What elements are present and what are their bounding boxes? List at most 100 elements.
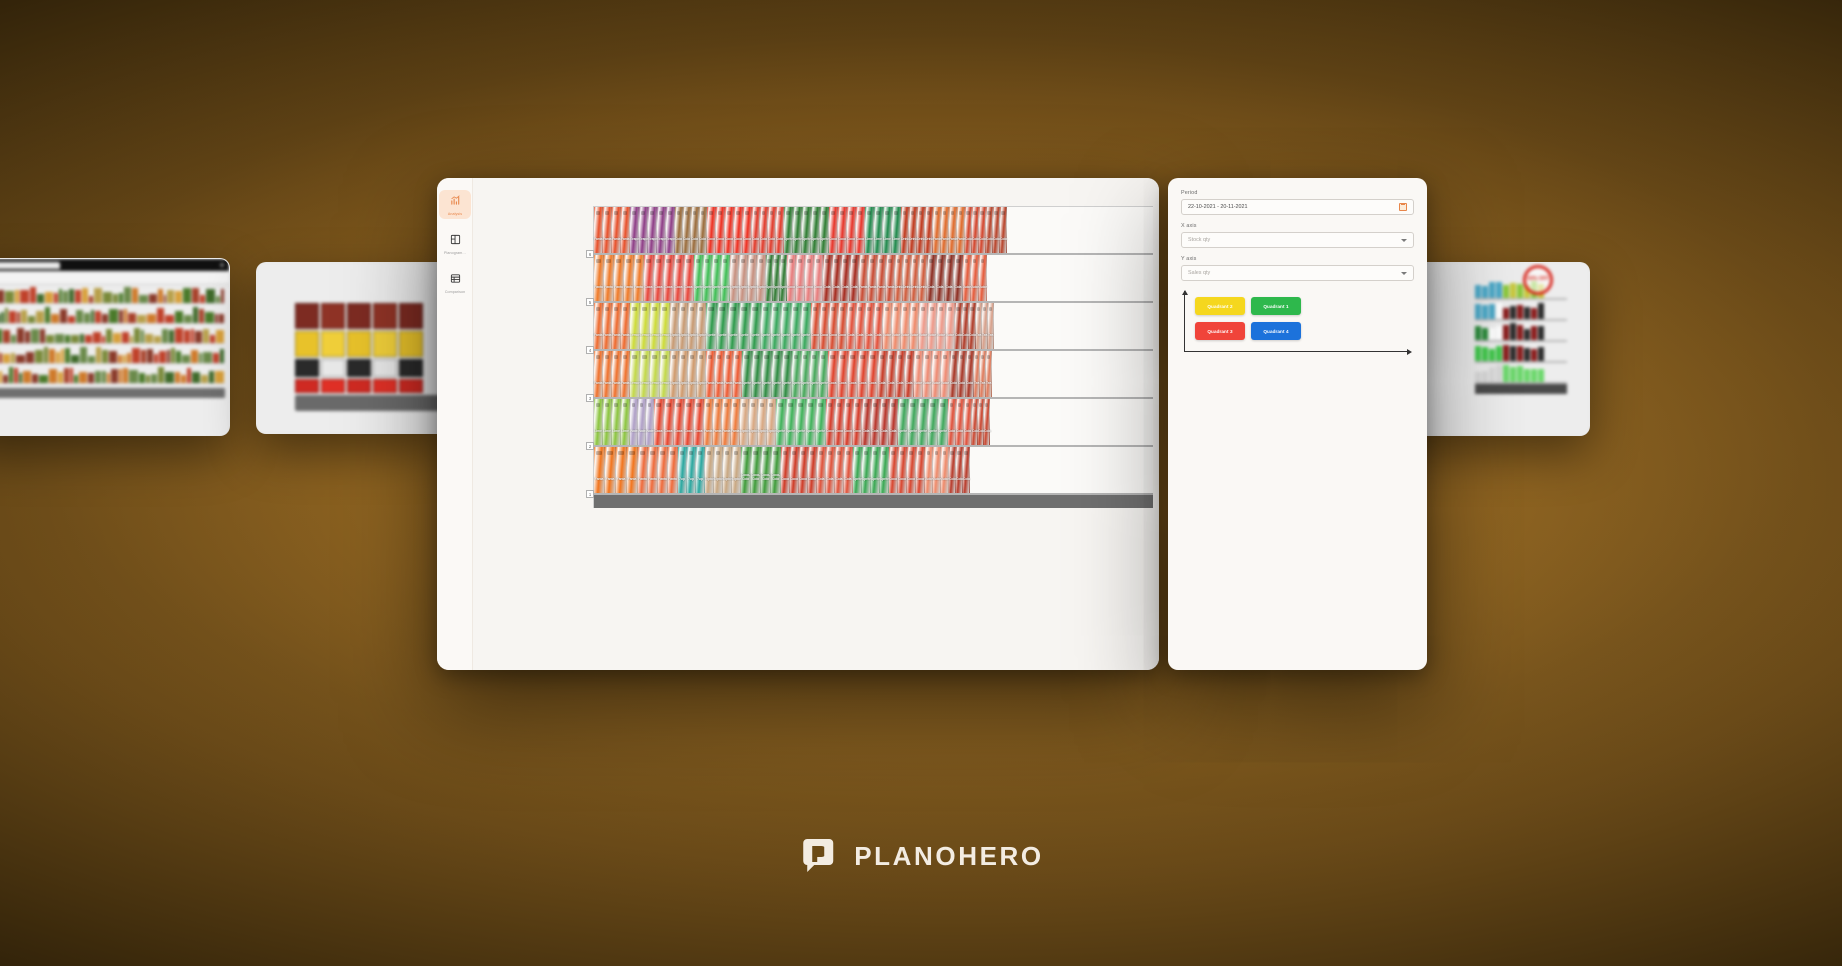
- facing-group[interactable]: Cola Cola Cola Cola: [862, 399, 898, 445]
- product-facing[interactable]: Coca: [858, 351, 868, 397]
- product-facing[interactable]: Drink: [917, 207, 925, 253]
- facing-group[interactable]: Juice Juice Juice: [925, 447, 949, 493]
- product-facing[interactable]: Coca: [828, 351, 838, 397]
- product-facing[interactable]: Sprite: [811, 207, 820, 253]
- product-facing[interactable]: Lipton: [740, 399, 749, 445]
- product-facing[interactable]: Cola: [776, 207, 784, 253]
- product-facing[interactable]: Grape: [648, 207, 657, 253]
- product-facing[interactable]: Coca: [796, 255, 805, 301]
- product-facing[interactable]: Lime: [621, 399, 630, 445]
- product-facing[interactable]: Sprite: [816, 399, 826, 445]
- product-facing[interactable]: Cola: [972, 207, 979, 253]
- product-facing[interactable]: Coca: [838, 207, 847, 253]
- facing-group[interactable]: Fanta Fanta Fanta Fanta: [594, 447, 638, 493]
- facing-group[interactable]: Sprite Sprite Sprite Sprite Sprite: [761, 303, 811, 349]
- product-facing[interactable]: Cola: [950, 351, 958, 397]
- product-facing[interactable]: Coca: [734, 207, 743, 253]
- sidebar-item-planogram[interactable]: Planogram…: [439, 229, 471, 258]
- planogram-shelves[interactable]: 6 Fanta Fanta Fanta Fanta Grape Grape Grape Grap…: [593, 206, 1153, 508]
- product-facing[interactable]: 7up: [678, 447, 687, 493]
- facing-group[interactable]: Drink Drink Drink Drink: [901, 207, 933, 253]
- product-facing[interactable]: Sprite: [712, 255, 721, 301]
- product-facing[interactable]: Lime: [594, 399, 603, 445]
- product-facing[interactable]: Juice: [941, 351, 950, 397]
- facing-group[interactable]: Fanta Fanta Fanta Fanta: [638, 447, 678, 493]
- product-facing[interactable]: Coca: [644, 255, 654, 301]
- product-facing[interactable]: Lipton: [688, 303, 697, 349]
- product-facing[interactable]: Water: [646, 399, 654, 445]
- facing-group[interactable]: Sprite Sprite Sprite Sprite Sprite: [776, 399, 826, 445]
- facing-group[interactable]: Lipton Lipton Lipton Lipton: [670, 303, 706, 349]
- product-facing[interactable]: Cola: [964, 399, 972, 445]
- product-facing[interactable]: Coca: [826, 399, 835, 445]
- facing-group[interactable]: Cola Cola Cola Cola: [752, 207, 784, 253]
- facing-group[interactable]: Coca Coca Coca Coca: [826, 399, 862, 445]
- facing-group[interactable]: Fanta Fanta Fanta Fanta: [594, 303, 630, 349]
- product-facing[interactable]: Coca: [848, 351, 858, 397]
- facing-group[interactable]: Cola Cola Cola: [948, 399, 972, 445]
- product-facing[interactable]: Coca: [820, 303, 829, 349]
- product-facing[interactable]: Cola: [874, 303, 883, 349]
- product-facing[interactable]: Sprite: [791, 303, 801, 349]
- product-facing[interactable]: Drink: [911, 255, 919, 301]
- product-facing[interactable]: Sprite: [908, 399, 918, 445]
- product-facing[interactable]: Grape: [666, 207, 675, 253]
- product-facing[interactable]: Fanta: [859, 255, 868, 301]
- product-facing[interactable]: Lipton: [670, 303, 679, 349]
- product-facing[interactable]: Lipton: [705, 447, 714, 493]
- product-facing[interactable]: Cola: [956, 399, 964, 445]
- product-facing[interactable]: Cola: [965, 207, 972, 253]
- product-facing[interactable]: Fanta: [877, 255, 886, 301]
- product-facing[interactable]: Juice: [910, 303, 919, 349]
- product-facing[interactable]: Fanta: [706, 351, 715, 397]
- chevron-down-icon[interactable]: [1401, 272, 1407, 275]
- product-facing[interactable]: Juice: [933, 447, 941, 493]
- product-facing[interactable]: Coca-Cola: [751, 447, 761, 493]
- facing-group[interactable]: Coca Coca Coca Coca Coca: [654, 399, 704, 445]
- product-facing[interactable]: Sprite: [776, 399, 786, 445]
- facing-group[interactable]: Cola Cola Cola Cola: [675, 207, 707, 253]
- product-facing[interactable]: Coca: [790, 447, 799, 493]
- product-facing[interactable]: Sprite: [761, 303, 771, 349]
- product-facing[interactable]: Sprite: [706, 303, 717, 349]
- product-facing[interactable]: Fanta: [733, 351, 742, 397]
- product-facing[interactable]: Lipton: [730, 255, 739, 301]
- product-facing[interactable]: Coca-Cola: [761, 447, 771, 493]
- facing-group[interactable]: Sprite Sprite Sprite Sprite: [694, 255, 730, 301]
- facing-group[interactable]: Lipton Lipton Lipton Lipton: [740, 399, 776, 445]
- product-facing[interactable]: Juice: [946, 303, 955, 349]
- facing-group[interactable]: Lemon Lemon Lemon Lemon: [630, 303, 670, 349]
- product-facing[interactable]: Lemon: [660, 303, 670, 349]
- product-facing[interactable]: Fanta: [722, 399, 731, 445]
- product-facing[interactable]: Fanta: [594, 447, 605, 493]
- product-facing[interactable]: Coca: [799, 447, 808, 493]
- product-facing[interactable]: Grape: [630, 207, 639, 253]
- product-facing[interactable]: Cola: [823, 255, 832, 301]
- facing-group[interactable]: Cola Cola Cola: [972, 399, 990, 445]
- product-facing[interactable]: Grape: [657, 207, 666, 253]
- product-facing[interactable]: Coca: [814, 255, 823, 301]
- facing-group[interactable]: Juice Juice Juice: [963, 255, 987, 301]
- shelf-row[interactable]: 2 Lime Lime Lime Lime Water Water Water Coca Coca…: [594, 399, 1153, 447]
- facing-group[interactable]: Cola Cola Cola Cola: [823, 255, 859, 301]
- product-facing[interactable]: Lemon: [640, 303, 650, 349]
- facing-group[interactable]: Sprite Sprite Sprite Sprite Sprite: [706, 303, 761, 349]
- product-facing[interactable]: Lime: [892, 207, 901, 253]
- product-facing[interactable]: Sprite: [771, 303, 781, 349]
- sidebar-item-comparison[interactable]: Comparison: [439, 268, 471, 297]
- facing-group[interactable]: Coca Coca Coca Coca: [787, 255, 823, 301]
- product-facing[interactable]: Cola: [955, 303, 962, 349]
- facing-group[interactable]: Sprite Sprite Sprite Sprite Sprite: [742, 351, 792, 397]
- product-facing[interactable]: Cola: [993, 207, 1000, 253]
- product-facing[interactable]: Coca: [725, 207, 734, 253]
- product-facing[interactable]: Sprite: [694, 255, 703, 301]
- product-facing[interactable]: Juice: [892, 303, 901, 349]
- product-facing[interactable]: Cola: [1000, 207, 1007, 253]
- product-facing[interactable]: Sprite: [853, 447, 862, 493]
- product-facing[interactable]: Drink: [895, 255, 903, 301]
- product-facing[interactable]: Coca: [684, 255, 694, 301]
- product-facing[interactable]: Coca: [781, 447, 790, 493]
- facing-group[interactable]: Drink Drink Drink Drink: [895, 255, 927, 301]
- product-facing[interactable]: Fanta: [594, 351, 603, 397]
- product-facing[interactable]: Lipton: [723, 447, 732, 493]
